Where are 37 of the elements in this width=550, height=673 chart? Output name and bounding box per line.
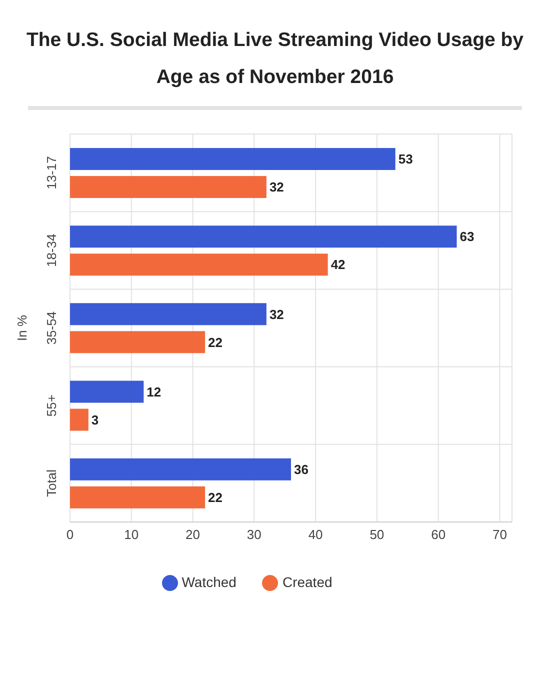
- data-label: 63: [460, 229, 474, 244]
- bar: [70, 331, 206, 354]
- x-tick-label: 10: [124, 527, 139, 542]
- bar: [70, 303, 266, 326]
- legend-label: Created: [282, 574, 332, 590]
- bar: [70, 408, 88, 431]
- data-label: 53: [398, 152, 413, 167]
- data-label: 42: [330, 257, 346, 272]
- bar: [70, 226, 457, 248]
- bar: [70, 176, 266, 198]
- y-tick-label: Total: [44, 469, 59, 497]
- y-tick-label: 35-54: [44, 311, 59, 345]
- x-tick-label: 50: [370, 527, 384, 542]
- data-label: 22: [208, 334, 223, 350]
- y-axis-title: In %: [14, 314, 30, 342]
- bar: [70, 148, 396, 170]
- bar: [70, 486, 206, 508]
- data-label: 12: [146, 384, 162, 400]
- legend-label: Watched: [182, 574, 236, 590]
- bar: [70, 380, 144, 403]
- data-label: 32: [269, 306, 284, 322]
- y-tick-label: 55+: [44, 394, 59, 417]
- y-tick-label: 13-17: [44, 156, 59, 190]
- y-tick-label: 18-34: [44, 234, 59, 268]
- chart-title: The U.S. Social Media Live Streaming Video Usage by Age as of November 2016: [25, 28, 525, 90]
- bar: [70, 458, 291, 480]
- data-label: 22: [208, 490, 223, 505]
- data-label: 3: [91, 412, 99, 428]
- data-label: 36: [294, 462, 308, 477]
- bar: [70, 254, 328, 276]
- data-label: 32: [269, 180, 284, 195]
- x-tick-label: 30: [246, 527, 262, 542]
- x-tick-label: 20: [186, 527, 200, 542]
- x-tick-label: 70: [492, 527, 507, 542]
- x-tick-label: 40: [308, 527, 323, 542]
- x-tick-label: 60: [431, 527, 446, 542]
- x-tick-label: 0: [66, 527, 74, 542]
